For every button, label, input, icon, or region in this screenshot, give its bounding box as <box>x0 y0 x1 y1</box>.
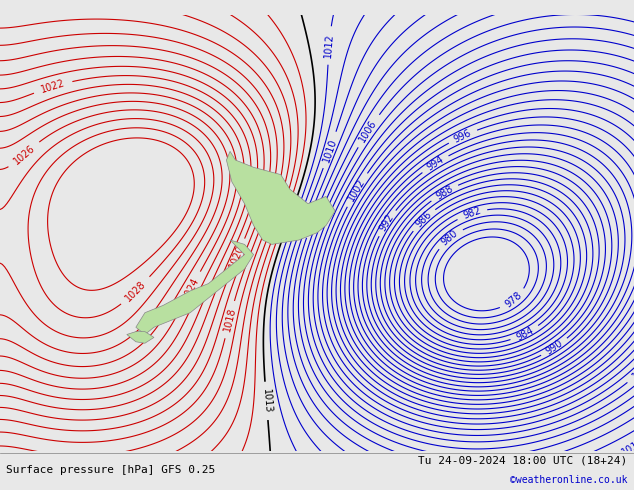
Text: 1022: 1022 <box>40 78 67 95</box>
Text: 1010: 1010 <box>321 137 339 163</box>
Text: 992: 992 <box>378 213 396 233</box>
Text: 1004: 1004 <box>630 358 634 382</box>
Text: 1008: 1008 <box>304 206 322 233</box>
Text: 994: 994 <box>425 154 446 173</box>
Text: ©weatheronline.co.uk: ©weatheronline.co.uk <box>510 475 628 485</box>
Text: 1020: 1020 <box>228 243 247 270</box>
Text: 1010: 1010 <box>620 436 634 457</box>
Polygon shape <box>136 240 254 335</box>
Text: 1026: 1026 <box>11 143 37 167</box>
Text: Surface pressure [hPa] GFS 0.25: Surface pressure [hPa] GFS 0.25 <box>6 466 216 475</box>
Text: 1028: 1028 <box>124 279 148 303</box>
Text: 1024: 1024 <box>181 275 201 302</box>
Text: 1012: 1012 <box>323 33 335 58</box>
Text: 982: 982 <box>462 206 482 221</box>
Text: 1016: 1016 <box>24 0 49 10</box>
Text: 1013: 1013 <box>261 388 272 414</box>
Text: 1016: 1016 <box>11 460 37 476</box>
Polygon shape <box>127 332 154 343</box>
Text: 996: 996 <box>452 128 473 145</box>
Text: Tu 24-09-2024 18:00 UTC (18+24): Tu 24-09-2024 18:00 UTC (18+24) <box>418 456 628 466</box>
Text: 984: 984 <box>514 325 535 343</box>
Text: 990: 990 <box>544 338 565 357</box>
Text: 1002: 1002 <box>346 176 367 203</box>
Text: 1006: 1006 <box>358 118 379 144</box>
Text: 1014: 1014 <box>274 211 291 238</box>
Polygon shape <box>226 151 335 245</box>
Text: 978: 978 <box>503 290 524 310</box>
Text: 1018: 1018 <box>222 306 237 333</box>
Text: 986: 986 <box>413 210 434 230</box>
Text: 980: 980 <box>439 228 460 248</box>
Text: 988: 988 <box>434 183 455 201</box>
